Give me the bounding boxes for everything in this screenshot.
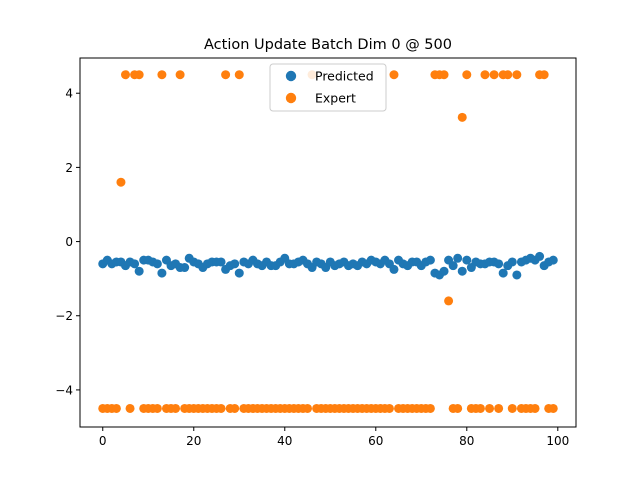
expert-point — [530, 403, 540, 413]
expert-point — [457, 112, 467, 122]
x-tick-label: 60 — [368, 434, 383, 448]
expert-point — [453, 403, 463, 413]
x-tick-label: 0 — [99, 434, 107, 448]
expert-point — [175, 70, 185, 80]
y-tick-label: −2 — [55, 309, 73, 323]
legend-marker-predicted — [285, 70, 297, 82]
expert-point — [121, 70, 130, 80]
predicted-point — [512, 270, 522, 280]
expert-point — [503, 70, 513, 80]
predicted-point — [157, 268, 167, 278]
expert-point — [489, 70, 499, 80]
predicted-point — [152, 259, 162, 269]
chart-title: Action Update Batch Dim 0 @ 500 — [204, 37, 452, 53]
expert-point — [134, 70, 144, 80]
expert-point — [116, 177, 126, 187]
expert-point — [230, 403, 240, 413]
expert-point — [512, 70, 522, 80]
expert-point — [221, 70, 231, 80]
predicted-point — [130, 259, 140, 269]
expert-point — [152, 403, 162, 413]
predicted-point — [425, 255, 435, 265]
expert-point — [303, 403, 313, 413]
expert-point — [234, 70, 244, 80]
predicted-point — [448, 261, 458, 271]
predicted-point — [548, 255, 558, 265]
predicted-point — [230, 259, 240, 269]
expert-point — [171, 403, 181, 413]
series-predicted — [98, 251, 558, 280]
predicted-point — [457, 266, 467, 276]
y-tick-label: 4 — [65, 87, 73, 101]
predicted-point — [439, 266, 449, 276]
expert-point — [389, 70, 399, 80]
predicted-point — [535, 251, 545, 261]
plot-area — [98, 70, 558, 413]
expert-point — [111, 403, 121, 413]
plot-frame — [79, 57, 577, 428]
expert-point — [485, 403, 495, 413]
x-axis: 0 20 40 60 80 100 — [99, 427, 569, 448]
y-tick-label: 2 — [65, 161, 73, 175]
y-tick-label: −4 — [55, 383, 73, 397]
x-tick-label: 100 — [546, 434, 569, 448]
legend-label-expert: Expert — [315, 91, 356, 106]
expert-point — [425, 403, 435, 413]
predicted-point — [216, 257, 226, 267]
x-tick-label: 40 — [277, 434, 292, 448]
y-tick-label: 0 — [65, 235, 73, 249]
expert-point — [157, 70, 167, 80]
predicted-point — [494, 259, 504, 269]
legend-label-predicted: Predicted — [315, 69, 374, 84]
predicted-point — [498, 268, 508, 278]
expert-point — [548, 403, 558, 413]
x-tick-label: 20 — [186, 434, 201, 448]
expert-point — [475, 403, 485, 413]
predicted-point — [389, 264, 399, 274]
expert-point — [462, 70, 472, 80]
y-axis: −4 −2 0 2 4 — [55, 87, 80, 397]
predicted-point — [453, 253, 463, 263]
expert-point — [507, 403, 517, 413]
expert-point — [439, 70, 449, 80]
expert-point — [444, 296, 454, 306]
predicted-point — [507, 257, 517, 267]
x-tick-label: 80 — [459, 434, 474, 448]
expert-point — [384, 403, 394, 413]
predicted-point — [234, 268, 244, 278]
predicted-point — [134, 266, 144, 276]
expert-point — [539, 70, 549, 80]
legend-box — [269, 63, 387, 112]
predicted-point — [462, 255, 472, 265]
legend: Predicted Expert — [269, 63, 387, 112]
expert-point — [125, 403, 135, 413]
expert-point — [216, 403, 226, 413]
predicted-point — [180, 263, 190, 273]
expert-point — [494, 403, 504, 413]
expert-point — [480, 70, 490, 80]
legend-marker-expert — [285, 92, 297, 104]
